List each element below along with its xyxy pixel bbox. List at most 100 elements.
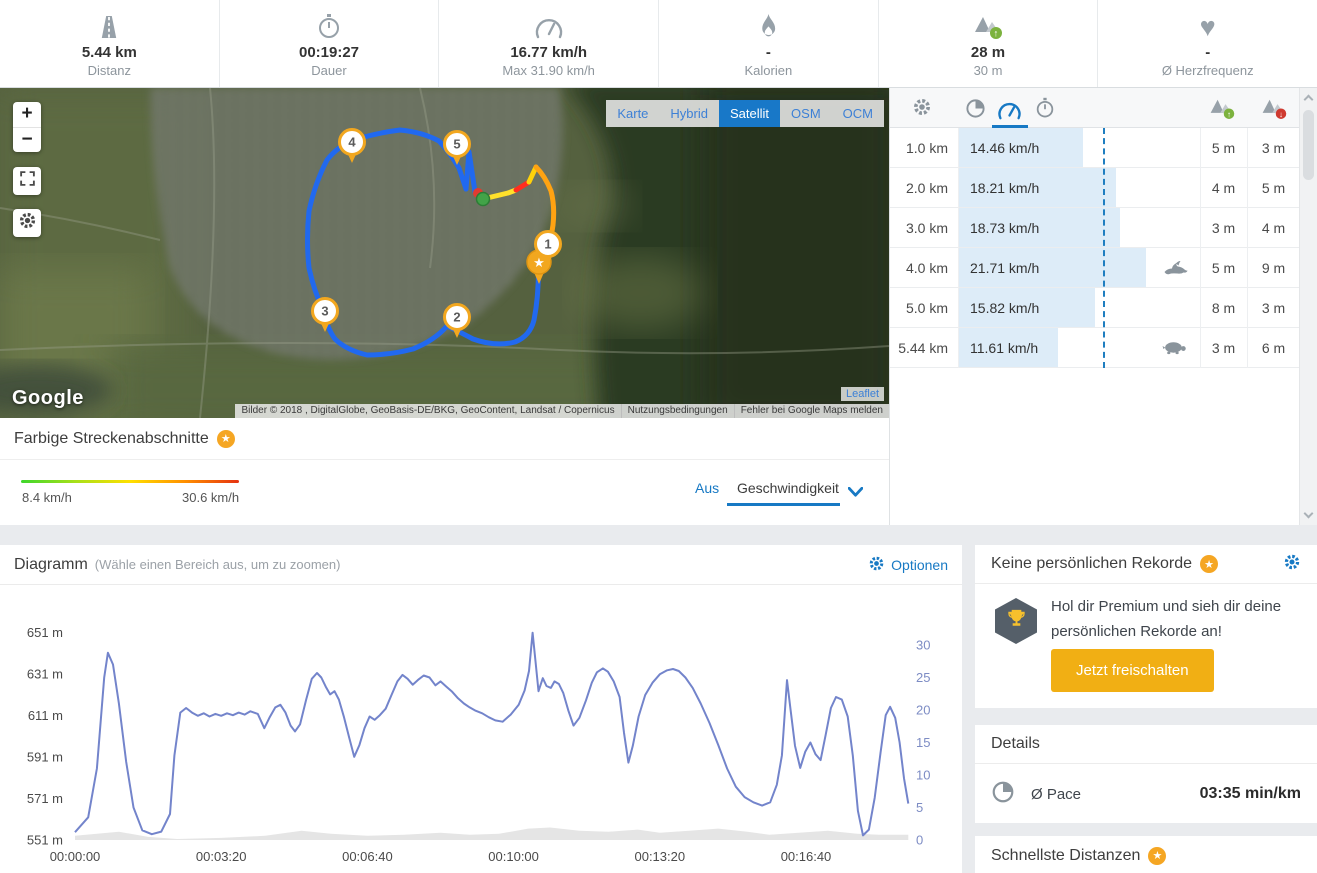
records-title: Keine persönlichen Rekorde [991, 555, 1193, 572]
google-logo: Google [12, 387, 84, 409]
layer-satellit[interactable]: Satellit [719, 100, 781, 127]
layer-karte[interactable]: Karte [606, 100, 660, 127]
svg-text:↑: ↑ [994, 28, 999, 39]
split-gain: 3 m [1211, 220, 1236, 236]
right-axis-tick: 5 [916, 800, 923, 815]
x-axis-tick: 00:00:00 [50, 849, 101, 864]
scroll-down-icon[interactable] [1303, 508, 1314, 519]
map-marker-1[interactable]: 1 [534, 230, 562, 266]
tab-speed-icon[interactable] [994, 100, 1025, 125]
premium-star-icon: ★ [1148, 846, 1167, 865]
duration-value: 00:19:27 [298, 43, 360, 61]
heartrate-label: Ø Herzfrequenz [1161, 62, 1254, 78]
pace-icon [991, 780, 1015, 809]
split-gain: 5 m [1211, 140, 1236, 156]
route-map[interactable]: ★ 1 2 3 4 5 + [0, 88, 889, 418]
zoom-out-button[interactable]: − [13, 127, 41, 152]
tab-pace-icon[interactable] [965, 98, 986, 124]
split-loss: 3 m [1261, 140, 1286, 156]
diagram-card: Diagramm (Wähle einen Bereich aus, um zu… [0, 545, 962, 873]
left-axis-tick: 631 m [27, 666, 63, 681]
split-row-3[interactable]: 3.0 km 18.73 km/h 3 m 4 m [890, 208, 1300, 248]
split-gain: 5 m [1211, 260, 1236, 276]
split-km: 3.0 km [905, 220, 948, 236]
svg-text:★: ★ [533, 255, 545, 270]
layer-hybrid[interactable]: Hybrid [659, 100, 719, 127]
right-axis-tick: 0 [916, 833, 923, 848]
pace-detail-row: Ø Pace 03:35 min/km [975, 765, 1317, 823]
trophy-icon [1005, 607, 1028, 635]
route-segment-yellow2 [526, 164, 539, 185]
scroll-up-icon[interactable] [1303, 94, 1314, 105]
turtle-icon [1162, 340, 1187, 360]
rabbit-icon [1162, 260, 1189, 281]
elevation-gain-value: 28 m [970, 43, 1006, 61]
layer-osm[interactable]: OSM [780, 100, 832, 127]
colored-segments-title: Farbige Streckenabschnitte [14, 429, 209, 447]
map-layer-switcher: Karte Hybrid Satellit OSM OCM [606, 100, 884, 127]
split-row-2[interactable]: 2.0 km 18.21 km/h 4 m 5 m [890, 168, 1300, 208]
fullscreen-icon [19, 170, 36, 192]
personal-records-card: Keine persönlichen Rekorde ★ Hol dir Pre… [975, 545, 1317, 708]
gradient-max-label: 30.6 km/h [182, 490, 240, 505]
options-label: Optionen [891, 556, 948, 573]
x-axis-tick: 00:03:20 [196, 849, 247, 864]
split-row-6[interactable]: 5.44 km 11.61 km/h 3 m 6 m [890, 328, 1300, 368]
layer-ocm[interactable]: OCM [831, 100, 884, 127]
column-loss-icon: ↓ [1260, 96, 1288, 125]
map-settings-button[interactable] [13, 209, 41, 237]
chevron-down-icon[interactable] [847, 484, 864, 502]
split-loss: 9 m [1261, 260, 1286, 276]
diagram-options-button[interactable]: Optionen [868, 555, 948, 575]
fastest-header: Schnellste Distanzen ★ [975, 836, 1317, 873]
duration-label: Dauer [311, 62, 347, 78]
speed-bar [958, 168, 1116, 207]
split-speed: 18.21 km/h [970, 180, 1040, 196]
split-row-5[interactable]: 5.0 km 15.82 km/h 8 m 3 m [890, 288, 1300, 328]
splits-settings-gear-icon[interactable] [912, 97, 932, 122]
records-settings-gear-icon[interactable] [1283, 553, 1301, 576]
tab-duration-icon[interactable] [1035, 97, 1055, 124]
fastest-title: Schnellste Distanzen [991, 846, 1141, 864]
stat-duration: 00:19:27 Dauer [220, 0, 440, 87]
split-row-1[interactable]: 1.0 km 14.46 km/h 5 m 3 m [890, 128, 1300, 168]
svg-text:↑: ↑ [1227, 109, 1231, 119]
elevation-speed-chart[interactable]: 651 m 631 m 611 m 591 m 571 m 551 m 30 25 20 15 10… [0, 585, 962, 873]
active-tab-underline [992, 125, 1028, 128]
map-attribution: Bilder © 2018 , DigitalGlobe, GeoBasis-D… [235, 404, 889, 418]
left-axis-tick: 611 m [28, 708, 63, 723]
report-error-link[interactable]: Fehler bei Google Maps melden [733, 404, 889, 418]
column-divider [1200, 128, 1201, 368]
gear-icon [18, 211, 37, 235]
map-roads [0, 88, 889, 418]
splits-scrollbar[interactable] [1299, 88, 1317, 525]
colored-segments-header: Farbige Streckenabschnitte ★ [0, 418, 889, 460]
heart-icon: ♥ [1199, 11, 1216, 42]
road-icon [97, 12, 121, 40]
terms-link[interactable]: Nutzungsbedingungen [620, 404, 734, 418]
calories-label: Kalorien [744, 62, 793, 78]
svg-text:↓: ↓ [1279, 109, 1283, 119]
split-km: 5.0 km [905, 300, 948, 316]
map-marker-3[interactable]: 3 [311, 297, 339, 333]
coloring-off-button[interactable]: Aus [695, 480, 720, 496]
leaflet-link[interactable]: Leaflet [840, 387, 884, 401]
map-marker-5[interactable]: 5 [443, 130, 471, 166]
details-card: Details Ø Pace 03:35 min/km [975, 725, 1317, 823]
scrollbar-thumb[interactable] [1303, 110, 1314, 180]
zoom-in-button[interactable]: + [21, 103, 33, 124]
stat-speed: 16.77 km/h Max 31.90 km/h [439, 0, 660, 87]
split-row-4[interactable]: 4.0 km 21.71 km/h 5 m 9 m [890, 248, 1300, 288]
split-gain: 3 m [1211, 340, 1236, 356]
coloring-mode-tab[interactable]: Geschwindigkeit [737, 480, 839, 496]
heartrate-value: - [1205, 43, 1211, 61]
distance-value: 5.44 km [81, 43, 137, 61]
map-marker-2[interactable]: 2 [443, 303, 471, 339]
split-speed: 14.46 km/h [970, 140, 1040, 156]
unlock-premium-button[interactable]: Jetzt freischalten [1051, 649, 1214, 692]
speed-line [74, 631, 910, 837]
splits-header: ↑ ↓ [890, 88, 1300, 128]
map-marker-4[interactable]: 4 [338, 128, 366, 164]
fullscreen-button[interactable] [13, 167, 41, 195]
